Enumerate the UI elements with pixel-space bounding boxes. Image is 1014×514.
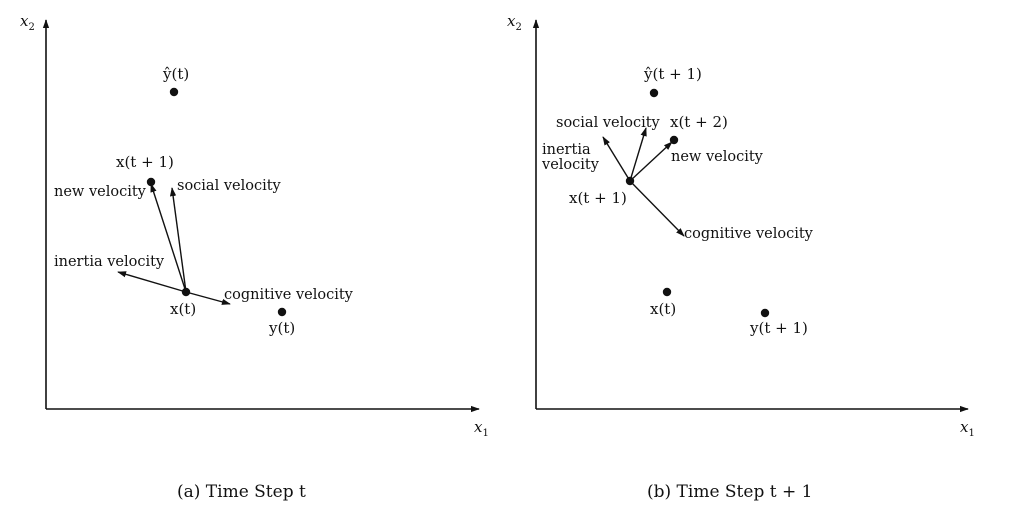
- panel-b-label-social-velocity: social velocity: [556, 115, 661, 131]
- panel-a-label-social-velocity: social velocity: [177, 178, 282, 194]
- panel-b-label-x-prev: x(t): [650, 300, 676, 318]
- panel-a-label-new-velocity: new velocity: [54, 184, 147, 200]
- panel-a-label-y: y(t): [268, 319, 295, 337]
- panel-a-new-velocity-arrow: [150, 183, 187, 293]
- panel-b-x1-axis-label: x1: [960, 418, 975, 439]
- panel-a-inertia-velocity-arrow: [117, 271, 187, 293]
- panel-b-caption: (b) Time Step t + 1: [647, 482, 812, 502]
- panel-a: x2 x1 ŷ(t) x(t + 1) x(t) y(t) new veloci…: [20, 12, 489, 502]
- panel-a-x1-axis-label: x1: [474, 418, 489, 439]
- panel-b: x2 x1 ŷ(t + 1) x(t + 2) x(t + 1) x(t) y(…: [507, 12, 975, 502]
- panel-b-label-inertia-line1: inertia: [542, 142, 591, 158]
- panel-a-label-x-next: x(t + 1): [116, 153, 174, 171]
- panel-a-label-yhat: ŷ(t): [162, 65, 189, 83]
- panel-b-point-y: [760, 308, 770, 318]
- panel-b-new-velocity-arrow: [629, 141, 673, 182]
- panel-a-social-velocity-arrow: [169, 187, 187, 293]
- panel-b-label-inertia-line2: velocity: [541, 157, 600, 173]
- panel-a-label-inertia-velocity: inertia velocity: [54, 254, 165, 270]
- panel-b-social-velocity-arrow: [629, 127, 647, 182]
- panel-b-cognitive-velocity-arrow: [629, 180, 685, 237]
- panel-b-point-x-prev: [662, 287, 672, 297]
- panel-b-label-yhat: ŷ(t + 1): [643, 65, 702, 83]
- panel-a-caption: (a) Time Step t: [177, 482, 306, 502]
- panel-a-x2-axis-label: x2: [20, 12, 35, 33]
- panel-b-label-x: x(t + 1): [569, 189, 627, 207]
- panel-b-x2-axis-label: x2: [507, 12, 522, 33]
- panel-b-label-y: y(t + 1): [749, 319, 808, 337]
- panel-a-cognitive-velocity-arrow: [185, 291, 231, 305]
- panel-b-inertia-velocity-arrow: [602, 136, 631, 182]
- panel-b-point-yhat: [649, 88, 659, 98]
- panel-a-point-y: [277, 307, 287, 317]
- panel-a-point-yhat: [169, 87, 179, 97]
- panel-b-label-x-next: x(t + 2): [670, 113, 728, 131]
- panel-a-label-x: x(t): [170, 300, 196, 318]
- panel-a-label-cognitive-velocity: cognitive velocity: [224, 287, 354, 303]
- panel-b-label-cognitive-velocity: cognitive velocity: [684, 226, 814, 242]
- panel-b-label-new-velocity: new velocity: [671, 149, 764, 165]
